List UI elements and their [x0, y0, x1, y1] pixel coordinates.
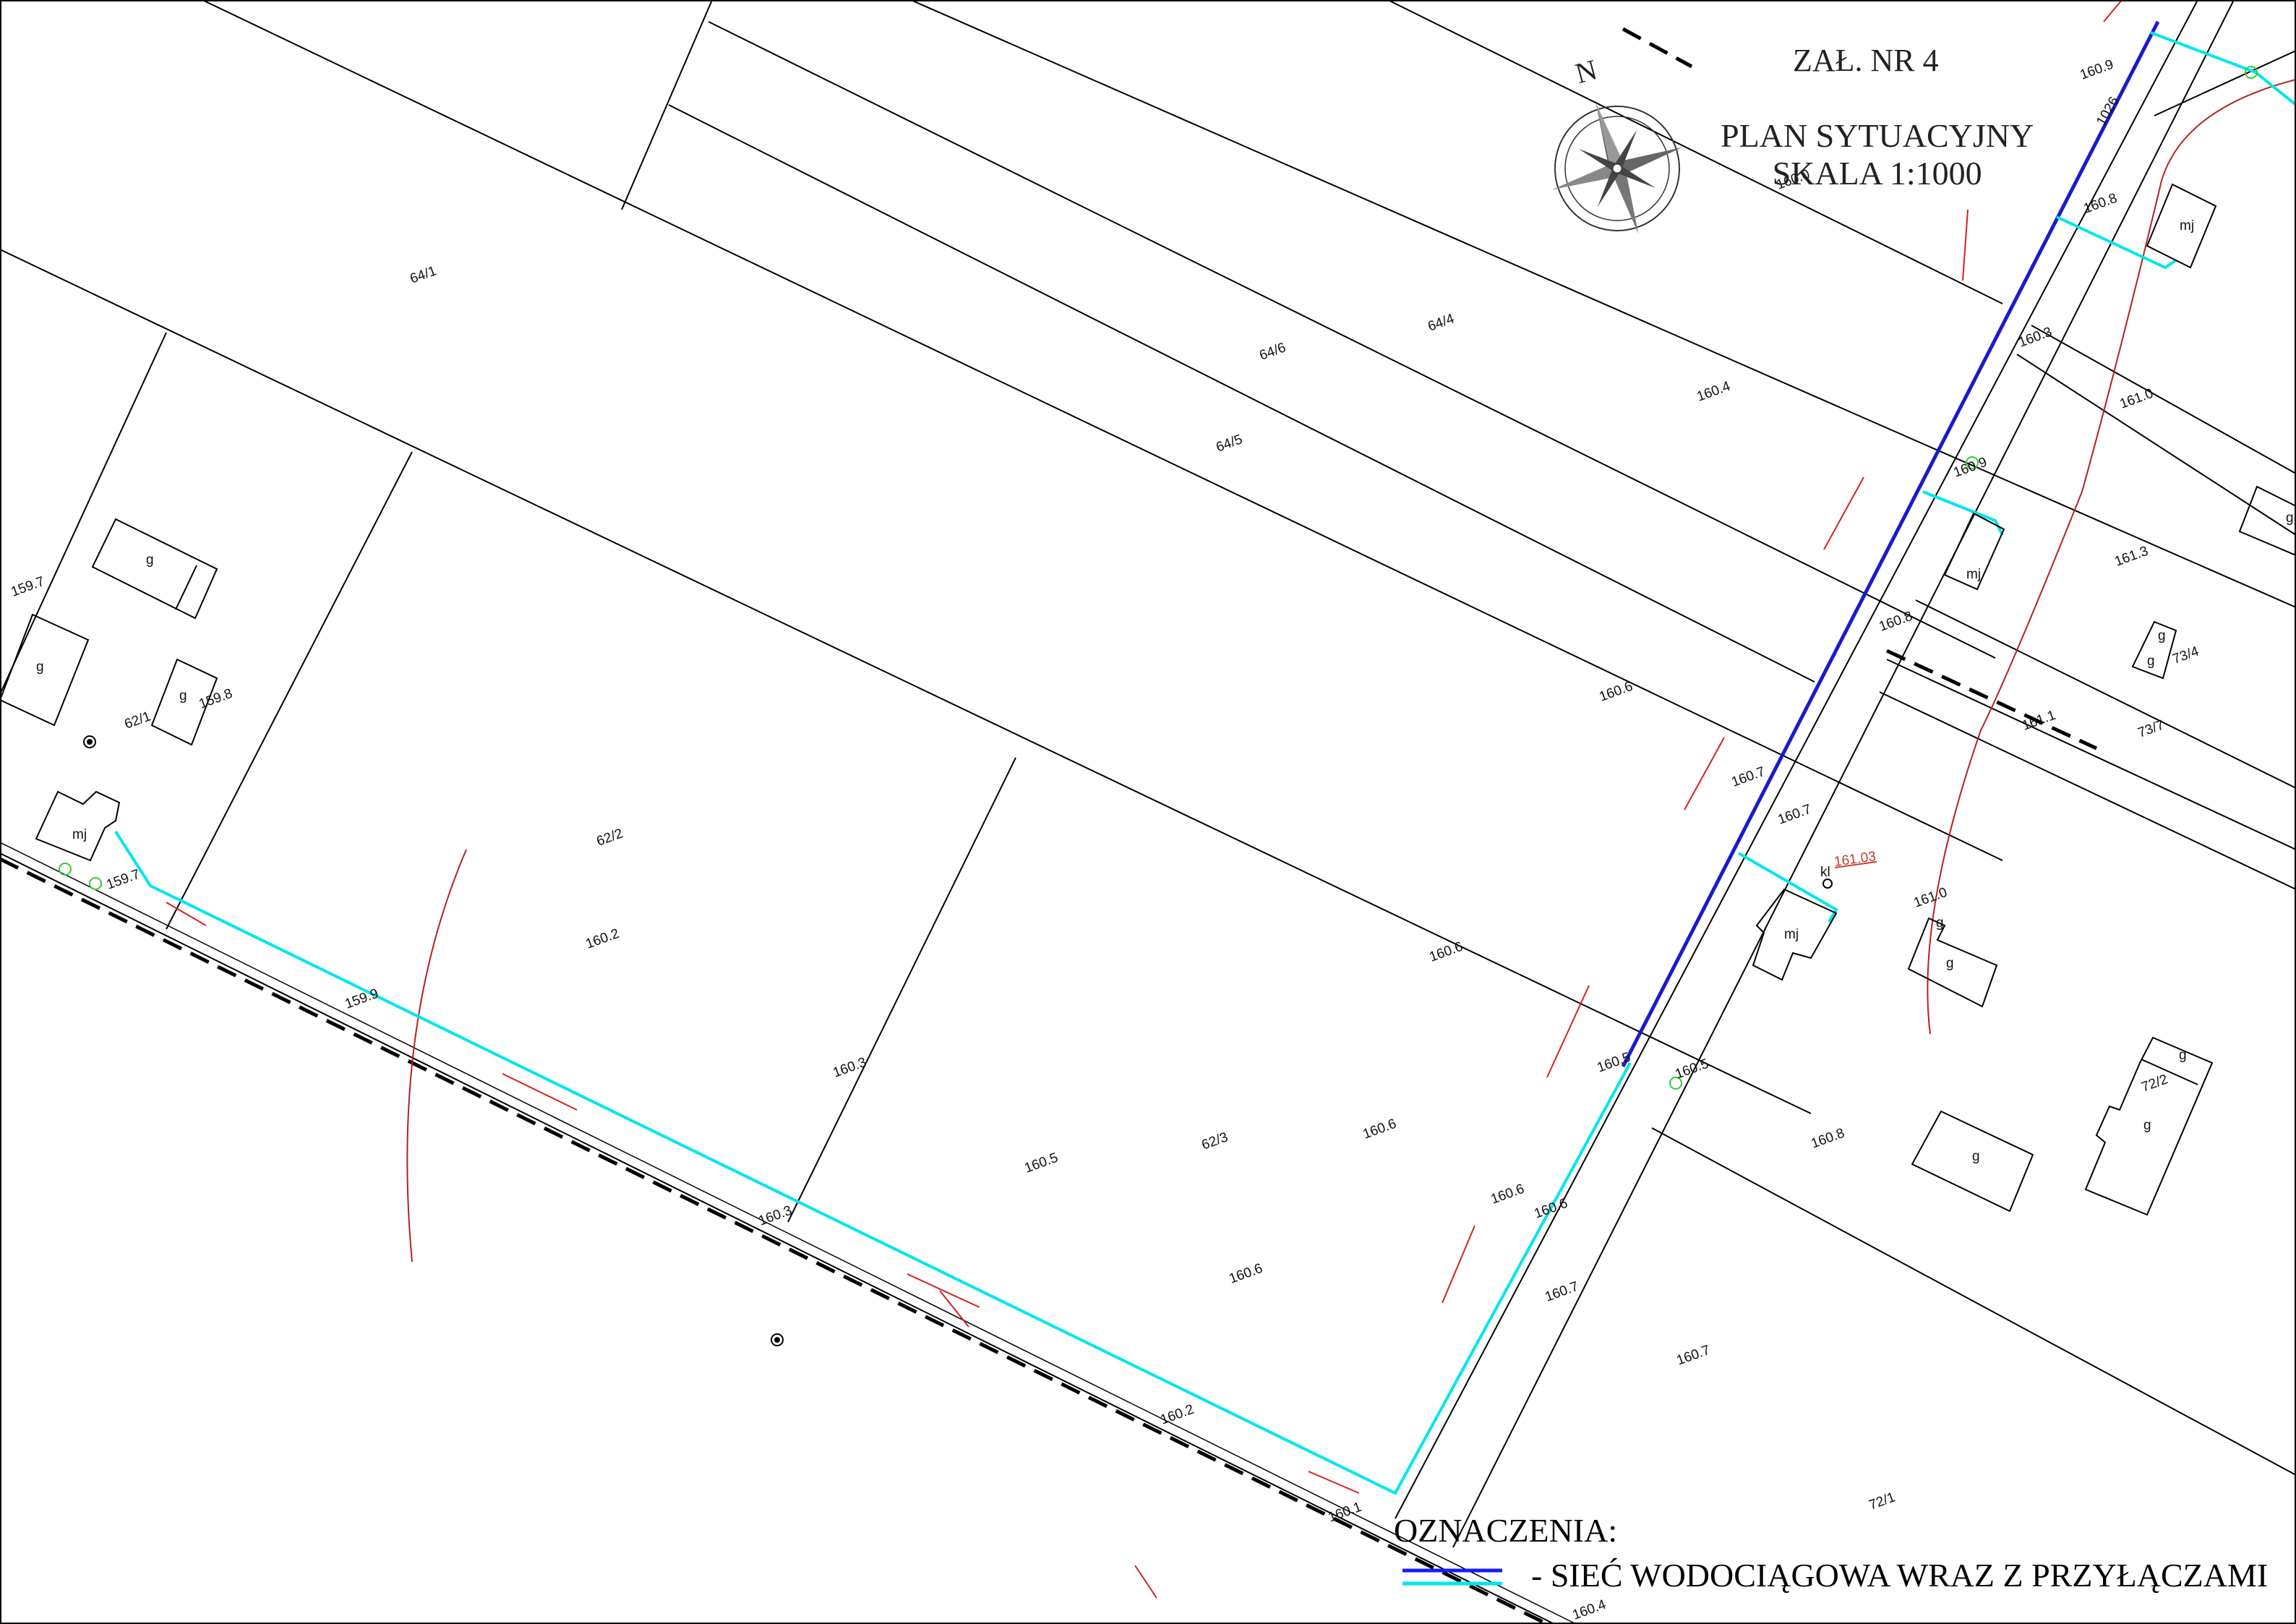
elevation-label: 160.3 [831, 1055, 869, 1081]
parcel-label: 64/6 [1258, 340, 1288, 363]
parcel-label: 73/4 [2171, 644, 2201, 667]
building-label-mj: mj [2180, 218, 2194, 234]
attachment-label: ZAŁ. NR 4 [1793, 43, 1939, 78]
elevation-label: 160.2 [1159, 1402, 1196, 1428]
building-label-g: g [179, 688, 187, 704]
tree-markers [59, 66, 2258, 1090]
spot-height-red: 161.03 [1833, 849, 1877, 870]
water-connections [114, 31, 2296, 1495]
compass-rose [1551, 103, 1683, 234]
parcel-label: 62/1 [123, 709, 153, 732]
plan-title: PLAN SYTUACYJNY SKALA 1:1000 [1721, 117, 2034, 192]
building-label-g: g [2143, 1118, 2151, 1133]
building-label-mj: mj [72, 827, 87, 842]
building-label-mj: mj [1966, 567, 1981, 582]
elevation-label: 160.8 [1809, 1126, 1847, 1152]
elevation-label: 160.5 [1595, 1050, 1633, 1076]
elevation-label: 160.5 [1023, 1150, 1061, 1176]
parcel-label: 64/4 [1426, 311, 1457, 335]
gas-line [406, 79, 2296, 1262]
building-label-kl: kl [1820, 865, 1830, 880]
elevation-label: 160.7 [1776, 802, 1814, 828]
elevation-label: 161.0 [1912, 885, 1950, 911]
building-label-g: g [36, 659, 44, 675]
building-label-g: g [2147, 654, 2155, 669]
building-label-g: g [146, 552, 154, 568]
scale-text: SKALA 1:1000 [1772, 155, 1982, 192]
elevation-label: 160.9 [2078, 57, 2116, 83]
elevation-label: 160.8 [1877, 609, 1915, 635]
elevation-label: 160.7 [1675, 1343, 1713, 1369]
building-label-g: g [2286, 510, 2294, 526]
elevation-label: 160.6 [1598, 679, 1635, 705]
legend-samples [1402, 1568, 1502, 1586]
elevation-label: 160.7 [1543, 1279, 1581, 1305]
elevation-label: 160.8 [2082, 191, 2120, 217]
water-main [1621, 20, 2160, 1068]
plan-title-text: PLAN SYTUACYJNY [1721, 117, 2034, 154]
parcel-label: 64/5 [1215, 432, 1245, 455]
building-label-g: g [2158, 628, 2166, 644]
elevation-labels: 160.9 160.0 160.8 160.3 160.4 161.0 160.… [9, 57, 2156, 1623]
elevation-label: 160.4 [1571, 1597, 1609, 1623]
parcel-label: 62/2 [595, 826, 625, 849]
direction-arrows [166, 0, 2122, 1599]
building-label-g: g [1936, 915, 1944, 931]
parcel-label: 73/7 [2136, 717, 2167, 740]
legend-title: OZNACZENIA: [1394, 1512, 1618, 1549]
buildings [0, 183, 2296, 1216]
elevation-label: 160.2 [584, 926, 622, 952]
elevation-label: 160.6 [1228, 1261, 1265, 1287]
elevation-label: 161.3 [2113, 544, 2151, 570]
elevation-label: 161.0 [2118, 386, 2156, 412]
elevation-label: 159.7 [9, 574, 47, 600]
building-label-g: g [2179, 1048, 2187, 1063]
building-label-g: g [1946, 956, 1954, 971]
elevation-label: 160.6 [1533, 1196, 1570, 1222]
building-label-g: g [1972, 1149, 1980, 1164]
elevation-label: 160.6 [1428, 939, 1465, 965]
elevation-label: 159.7 [105, 867, 142, 893]
parcel-label: 72/1 [1867, 1490, 1898, 1513]
legend-entry-water: - SIEĆ WODOCIĄGOWA WRAZ Z PRZYŁĄCZAMI [1531, 1557, 2269, 1594]
parcel-label: 62/3 [1200, 1129, 1230, 1153]
elevation-label: 160.6 [1361, 1116, 1399, 1142]
elevation-label: 160.6 [1489, 1181, 1527, 1208]
parcel-label: 72/2 [2140, 1072, 2170, 1095]
elevation-label: 160.5 [1674, 1056, 1711, 1082]
point-markers [83, 735, 1833, 1346]
elevation-label: 160.7 [1730, 764, 1768, 790]
dashed-lines [0, 27, 2098, 1624]
north-label: N [1572, 53, 1601, 90]
elevation-label: 160.3 [757, 1203, 794, 1229]
elevation-label: 160.4 [1695, 379, 1733, 405]
building-label-mj: mj [1784, 927, 1799, 942]
parcel-label: 64/1 [408, 263, 439, 286]
building-labels: g g g mj mj mj mj g g g g g g g g kl 161… [36, 218, 2294, 1164]
elevation-label: 159.8 [197, 686, 235, 712]
